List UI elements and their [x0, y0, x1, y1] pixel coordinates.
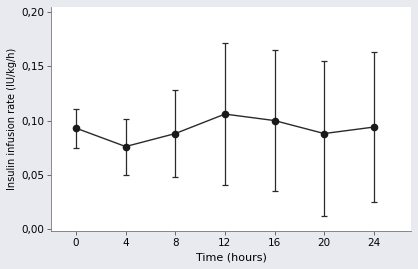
X-axis label: Time (hours): Time (hours): [196, 252, 267, 262]
Y-axis label: Insulin infusion rate (IU/kg/h): Insulin infusion rate (IU/kg/h): [7, 48, 17, 190]
